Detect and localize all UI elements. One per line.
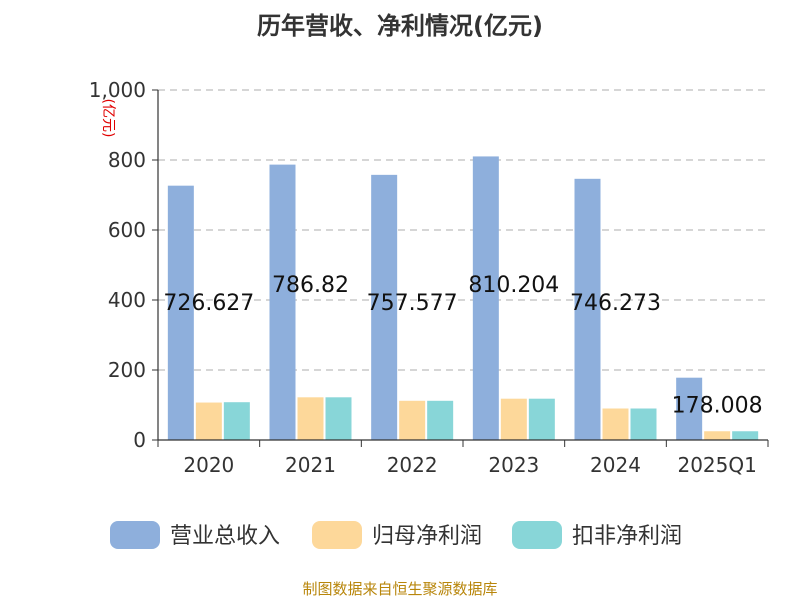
- bar: [325, 397, 352, 440]
- bar: [630, 408, 657, 440]
- bar: [574, 178, 601, 440]
- legend-label: 归母净利润: [372, 524, 482, 549]
- legend-swatch: [512, 521, 562, 549]
- legend-label: 扣非净利润: [572, 524, 682, 549]
- bar: [602, 408, 629, 440]
- bar: [167, 185, 194, 440]
- x-tick-label: 2023: [488, 453, 539, 477]
- data-label: 746.273: [570, 291, 661, 316]
- bars: [167, 156, 759, 441]
- data-label: 178.008: [672, 394, 763, 419]
- legend-label: 营业总收入: [170, 524, 280, 549]
- data-label: 786.82: [272, 273, 349, 298]
- bar: [195, 402, 222, 440]
- grid-lines: [158, 89, 768, 371]
- x-tick-label: 2024: [590, 453, 641, 477]
- bar: [371, 174, 398, 440]
- x-tick-labels: 2020 2021 2022 2023 2024 2025Q1: [183, 453, 756, 477]
- bar: [732, 431, 759, 440]
- y-tick-label: 1,000: [89, 78, 146, 102]
- legend: 营业总收入 归母净利润 扣非净利润: [110, 521, 682, 549]
- bar: [500, 398, 527, 440]
- legend-swatch: [312, 521, 362, 549]
- bar: [528, 398, 555, 440]
- data-label: 810.204: [468, 273, 559, 298]
- y-tick-label: 400: [108, 288, 146, 312]
- y-axis-unit: (亿元): [100, 99, 116, 138]
- data-label: 757.577: [367, 291, 458, 316]
- bar: [427, 400, 454, 440]
- bar: [269, 164, 296, 440]
- x-axis: [152, 89, 769, 447]
- bar: [223, 402, 250, 440]
- y-tick-label: 0: [133, 428, 146, 452]
- bar: [704, 431, 731, 440]
- x-tick-label: 2021: [285, 453, 336, 477]
- x-tick-label: 2020: [183, 453, 234, 477]
- bar: [297, 397, 324, 440]
- y-tick-label: 600: [108, 218, 146, 242]
- bar: [472, 156, 499, 441]
- x-tick-label: 2022: [387, 453, 438, 477]
- chart-title: 历年营收、净利情况(亿元): [257, 12, 543, 40]
- legend-swatch: [110, 521, 160, 549]
- y-tick-labels: 0 200 400 600 800 1,000: [89, 78, 146, 452]
- y-tick-label: 200: [108, 358, 146, 382]
- bar: [399, 400, 426, 440]
- data-label: 726.627: [163, 291, 254, 316]
- y-tick-label: 800: [108, 148, 146, 172]
- data-labels: 726.627 786.82 757.577 810.204 746.273 178.00…: [163, 273, 762, 419]
- bar: [676, 377, 703, 440]
- x-tick-label: 2025Q1: [677, 453, 756, 477]
- source-note: 制图数据来自恒生聚源数据库: [302, 580, 497, 598]
